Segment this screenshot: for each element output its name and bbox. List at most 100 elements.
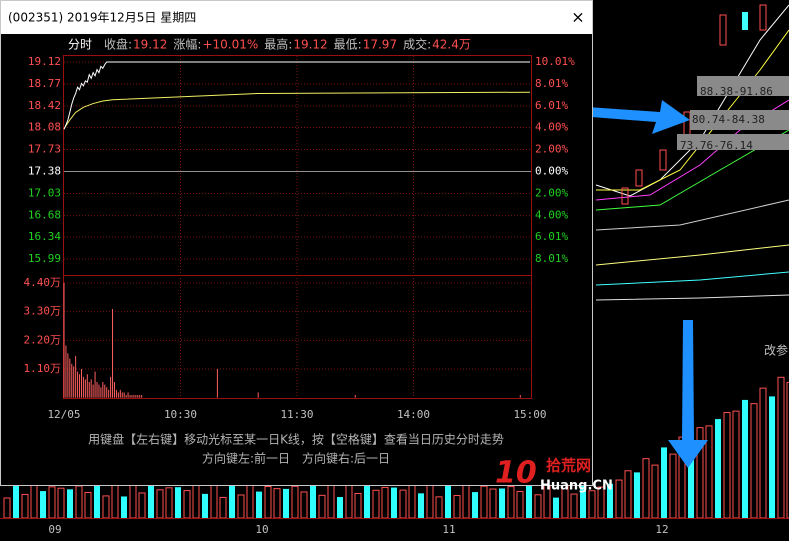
background-chart [0,4,789,519]
background-volume-bar [202,493,208,518]
price-tick-label: 19.12 [28,55,61,68]
volume-bar [139,395,141,398]
background-volume-bar [283,488,289,518]
close-button[interactable]: × [571,8,584,27]
pct-tick-label: 2.00% [535,187,568,200]
price-tick-label: 17.03 [28,187,61,200]
time-tick-label: 14:00 [397,408,430,421]
pct-tick-label: 8.01% [535,252,568,265]
footer-text: 用键盘【左右键】移动光标至某一日K线，按【空格键】查看当日历史分时走势 [88,432,504,447]
pct-tick-label: 0.00% [535,165,568,178]
background-volume [0,376,789,519]
ma-line [595,244,789,266]
volume-bar [115,389,117,398]
volume-bar [127,392,129,398]
volume-bar [108,389,110,398]
month-label: 11 [442,523,455,536]
background-volume-bar [526,484,532,518]
average-line [63,91,531,129]
background-volume-bar [391,487,397,518]
background-volume-bar [310,484,316,518]
header-label: 涨幅: [173,37,201,52]
header-value: 19.12 [133,38,167,52]
background-volume-bar [256,491,262,518]
volume-bar [65,345,67,398]
candle [759,4,767,31]
ma-box [697,76,789,96]
price-tick-label: 16.34 [28,230,61,243]
header: 收盘: 19.12 涨幅: +10.01% 最高: 19.12 最低: 17.97 成交: 42.… [104,37,471,52]
background-volume-bar [40,491,46,518]
header-label: 成交: [403,37,431,52]
background-volume-bar [499,488,505,518]
volume-bar [69,358,71,398]
background-volume-bar [553,497,559,518]
background-volume-bar [688,439,694,518]
header-label: 最低: [334,38,362,52]
mode-label: 分时 [68,38,92,52]
volume-bar [519,395,521,398]
background-volume-bar [364,485,370,518]
candle [742,12,748,30]
pct-tick-label: 4.00% [535,209,568,222]
volume-bar [257,392,259,398]
background-volume-bar [445,484,451,518]
time-tick-label: 11:30 [280,408,313,421]
volume-tick-label: 3.30万 [24,305,62,318]
pct-tick-label: 8.01% [535,77,568,90]
candle [719,14,727,46]
volume-bar [67,353,69,398]
background-volume-bar [94,484,100,518]
header-value: 19.12 [293,38,327,52]
volume-bar [135,395,137,398]
background-volume-bar [337,497,343,518]
volume-bar [110,376,112,398]
background-volume-bar [121,496,127,518]
logo-en: Huang.CN [540,479,613,494]
candle [659,149,667,171]
background-volume-bar [742,399,748,518]
month-label: 10 [255,523,268,536]
volume-bar [92,384,94,398]
title-bar [1,1,592,34]
background-volume-bar [148,485,154,518]
ma-line [595,294,789,301]
volume-bar [129,395,131,398]
volume-bar [141,395,143,398]
volume-bar [354,395,356,398]
header-label: 收盘: [104,37,132,52]
volume-bar [80,369,82,398]
background-volume-bar [634,472,640,518]
volume-bar [133,395,135,398]
candle [635,169,643,187]
ma-box [677,134,789,150]
header-label: 最高: [264,37,292,52]
ma-line [595,199,789,231]
price-tick-label: 18.77 [28,77,61,90]
volume-bar [88,382,90,398]
volume-bar [75,355,77,398]
volume-tick-label: 2.20万 [24,333,62,346]
volume-bar [121,392,123,398]
ma-box [690,110,789,130]
price-tick-label: 16.68 [28,209,61,222]
time-tick-label: 10:30 [164,408,197,421]
background-volume-bar [472,492,478,518]
volume-bar [90,379,92,398]
pct-tick-label: 6.01% [535,230,568,243]
ma-label: 80.74-84.38 [692,113,765,126]
volume-bar [216,369,218,398]
volume-tick-label: 4.40万 [24,276,62,289]
volume-bar [71,363,73,398]
arrow [668,320,708,468]
background-volume-bar [607,483,613,518]
volume-bar [106,387,108,398]
volume-bar [77,371,79,398]
volume-bar [86,374,88,398]
background-volume-bar [786,381,789,519]
time-tick-label: 15:00 [513,408,546,421]
price-line [63,61,530,130]
price-tick-label: 18.42 [28,99,61,112]
header-value: 42.4万 [432,38,471,52]
